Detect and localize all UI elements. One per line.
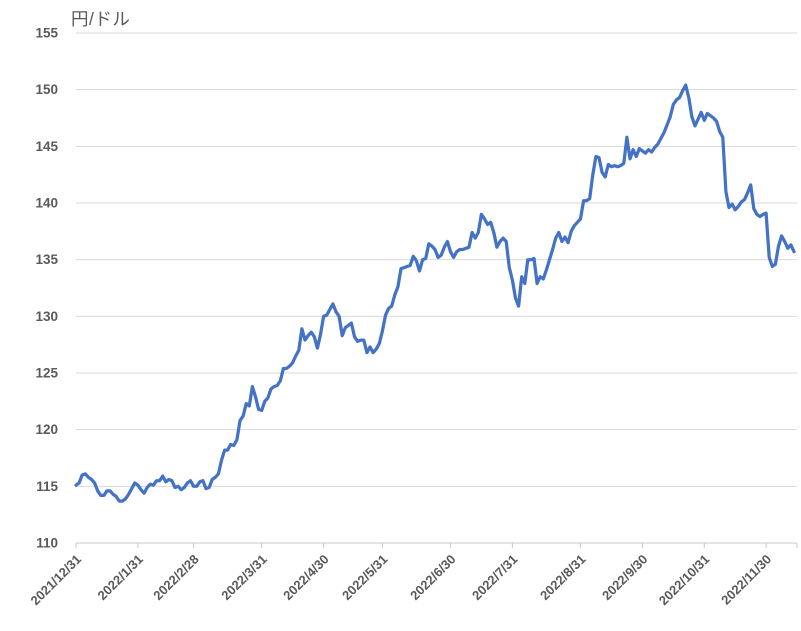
y-axis-label: 155 <box>35 26 58 41</box>
x-axis-label: 2022/8/31 <box>537 552 589 604</box>
x-axis-label: 2022/9/30 <box>599 552 651 604</box>
y-axis-label: 135 <box>35 252 58 267</box>
x-axis-label: 2022/4/30 <box>280 552 332 604</box>
x-axis-label: 2022/5/31 <box>339 552 391 604</box>
y-axis-label: 115 <box>36 479 58 494</box>
y-axis-label: 145 <box>35 139 58 154</box>
x-axis-label: 2022/1/31 <box>95 552 147 604</box>
x-axis-label: 2022/3/31 <box>218 552 270 604</box>
x-axis-label: 2021/12/31 <box>27 552 84 609</box>
x-axis-label: 2022/11/30 <box>718 552 774 608</box>
x-axis-label: 2022/10/31 <box>656 552 713 609</box>
chart-title: 円/ドル <box>71 9 131 29</box>
y-axis-label: 150 <box>35 82 58 97</box>
y-axis-label: 130 <box>35 309 58 324</box>
y-axis-label: 120 <box>35 422 58 437</box>
x-axis-label: 2022/7/31 <box>469 552 521 604</box>
y-axis-label: 125 <box>35 366 58 381</box>
y-axis-label: 110 <box>36 536 58 551</box>
series-line-usdjpy <box>74 83 796 503</box>
x-axis-label: 2022/6/30 <box>407 552 459 604</box>
y-axis-label: 140 <box>35 196 58 211</box>
x-axis-label: 2022/2/28 <box>150 552 202 604</box>
